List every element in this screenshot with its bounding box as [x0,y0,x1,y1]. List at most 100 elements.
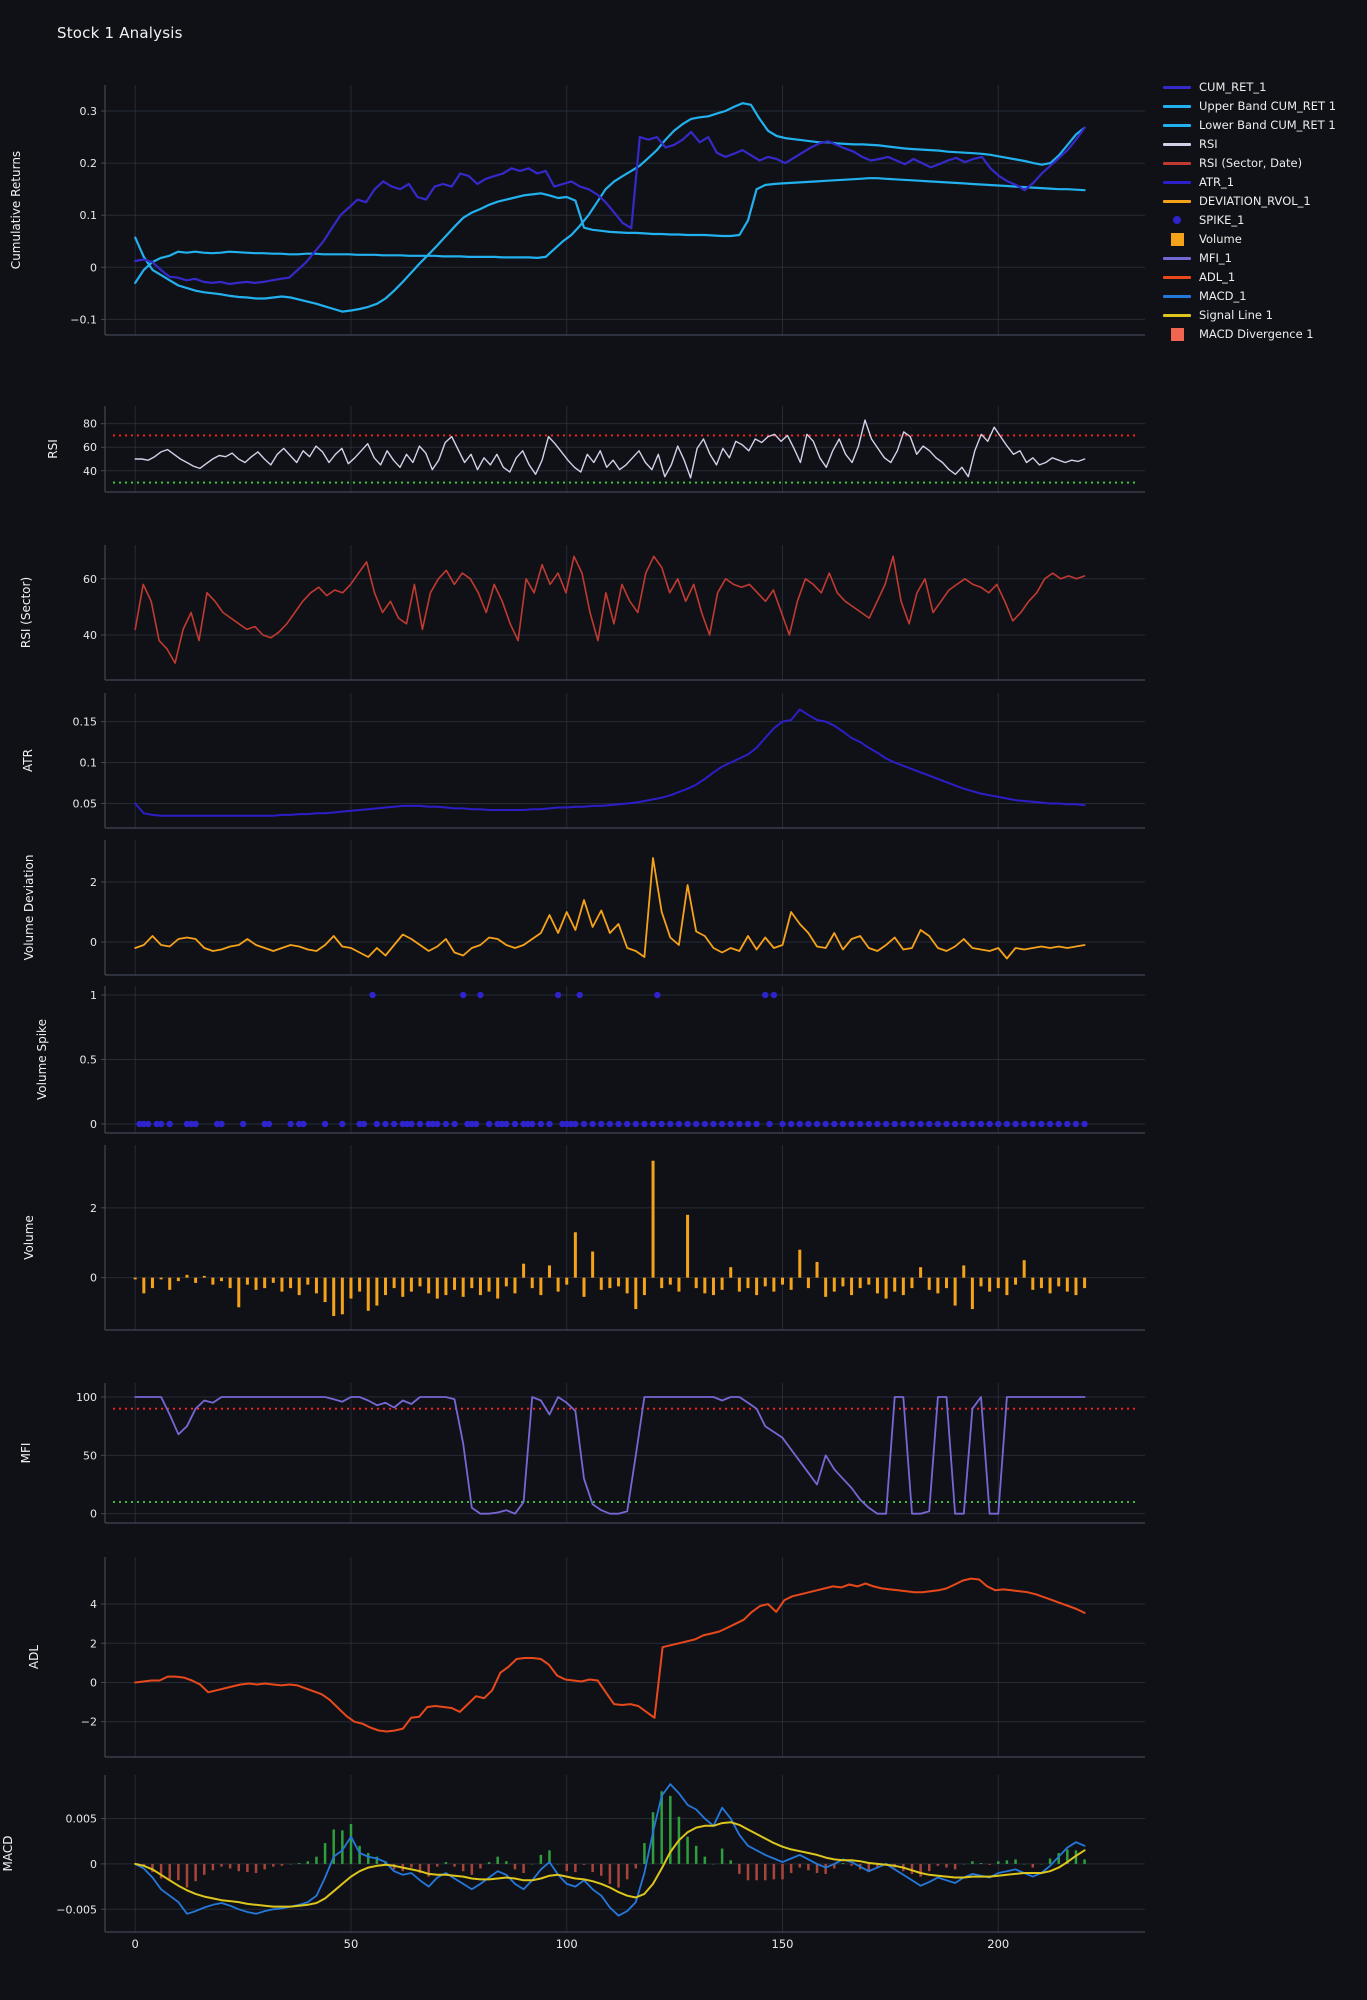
divergence-bar [410,1863,413,1868]
scatter-dot [1055,1120,1062,1128]
legend-item-upper-band-cum-ret-1: Upper Band CUM_RET 1 [1163,99,1336,113]
y-axis-label: MFI [19,1443,33,1464]
volume-bar [1005,1277,1009,1296]
volume-bar [634,1277,638,1310]
volume-bar [150,1277,154,1289]
scatter-dot [701,1120,709,1128]
panel-volume-deviation: 2 0 Volume Deviation [22,840,1145,976]
volume-bar [383,1277,387,1296]
divergence-bar [815,1863,819,1874]
scatter-dot [265,1120,273,1128]
divergence-bar [703,1856,707,1864]
scatter-dot [943,1120,950,1128]
scatter-dot [882,1120,890,1128]
divergence-bar [824,1863,827,1874]
scatter-dot [710,1120,717,1128]
legend-label: RSI [1199,137,1218,151]
volume-bar [297,1277,301,1296]
scatter-dot [360,1120,368,1128]
divergence-bar [185,1863,189,1888]
legend-item-signal-line-1: Signal Line 1 [1163,308,1336,322]
scatter-dot [300,1120,307,1128]
volume-bar [245,1277,249,1285]
divergence-bar [634,1863,638,1869]
scatter-dot [485,1120,493,1128]
divergence-bar [850,1863,853,1866]
volume-bar [263,1277,267,1289]
divergence-bar [323,1843,327,1864]
volume-bar [418,1277,422,1287]
volume-bar [401,1277,405,1297]
volume-bar [461,1277,465,1297]
divergence-bar [427,1863,430,1877]
scatter-dot [632,1120,639,1128]
volume-bar [875,1277,879,1294]
spike-ones [369,991,778,999]
volume-bar [953,1277,957,1306]
volume-bar [1065,1277,1069,1292]
scatter-dot [537,1120,545,1128]
divergence-bar [220,1863,223,1867]
macd-divergence-bars [133,1791,1086,1888]
scatter-dot [1072,1120,1080,1128]
divergence-bar [548,1850,551,1864]
scatter-dot [623,1120,631,1128]
legend-item-volume: Volume [1163,232,1336,246]
legend-marker [1173,216,1181,224]
volume-bar [237,1277,241,1308]
legend-label: MFI_1 [1199,251,1232,265]
scatter-dot [546,1120,553,1128]
volume-bar [815,1261,819,1278]
volume-bar [772,1277,776,1292]
divergence-bar [772,1863,776,1880]
divergence-bar [1074,1850,1078,1864]
legend-label: RSI (Sector, Date) [1199,156,1303,170]
scatter-dot [744,1120,752,1128]
divergence-bar [228,1863,232,1869]
divergence-bar [927,1863,931,1872]
legend-marker [1163,275,1191,279]
legend-marker [1163,199,1191,203]
divergence-bar [755,1863,758,1881]
legend-label: DEVIATION_RVOL_1 [1199,194,1311,208]
volume-bar [677,1277,681,1292]
y-tick-label: 2 [90,876,97,889]
divergence-bar [453,1863,456,1867]
scatter-dot [986,1120,993,1128]
scatter-dot [459,991,467,999]
legend-marker [1170,327,1184,341]
volume-bar [591,1251,595,1278]
volume-bar [642,1277,646,1296]
legend-line-swatch [1163,294,1191,298]
volume-bar [582,1277,586,1297]
volume-bar [556,1277,560,1292]
divergence-bar [194,1863,197,1882]
scatter-dot [554,991,562,999]
panel-macd: 0.005 0 −0.005 MACD [1,1775,1145,1933]
divergence-bar [177,1863,180,1881]
legend-item-spike-1: SPIKE_1 [1163,213,1336,227]
chart-title: Stock 1 Analysis [57,24,183,42]
volume-bar [349,1277,353,1299]
scatter-dot [848,1120,855,1128]
legend-item-rsi-sector-date-: RSI (Sector, Date) [1163,156,1336,170]
divergence-bar [841,1863,845,1864]
divergence-bar [833,1863,836,1869]
legend-line-swatch [1163,123,1191,127]
volume-bar [729,1267,733,1278]
divergence-bar [272,1863,275,1867]
legend-marker [1163,294,1191,298]
y-tick-label: 40 [83,629,97,642]
divergence-bar [600,1863,603,1876]
volume-bar [176,1277,180,1282]
divergence-bar [522,1863,525,1874]
divergence-bar [945,1863,948,1868]
divergence-bar [694,1845,698,1864]
divergence-bar [625,1863,629,1880]
divergence-bar [496,1856,499,1864]
scatter-dot [693,1120,700,1128]
y-tick-label: 0 [90,1508,97,1521]
divergence-bar [470,1863,474,1875]
scatter-dot [766,1120,773,1128]
scatter-dot [218,1120,225,1128]
